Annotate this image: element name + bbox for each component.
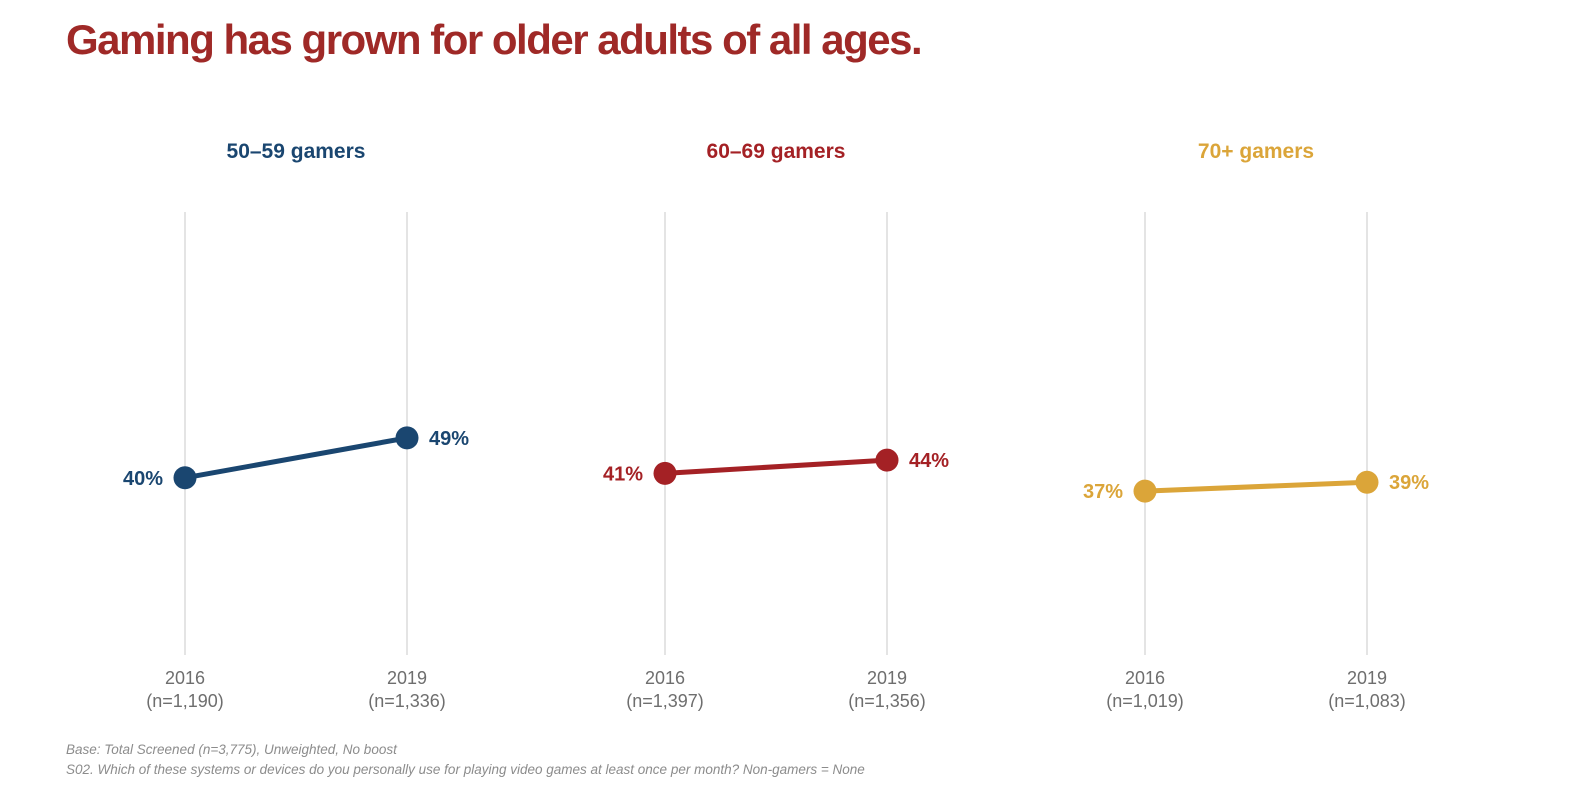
trend-line [184,435,408,481]
panel-plot: 40% 49% 2016 (n=1,190) 2019 (n=1,336) [123,212,469,711]
x-label-year-2019: 2019 [387,668,427,688]
footnote-question: S02. Which of these systems or devices d… [66,762,865,777]
x-label-year-2016: 2016 [645,668,685,688]
x-label-n-2019: (n=1,356) [848,691,926,711]
data-point-2019 [875,448,899,472]
x-label-n-2019: (n=1,336) [368,691,446,711]
panel-60-69-gamers: 60–69 gamers 41% 44% 2016 (n=1,397) 2019 (n=1,… [541,138,1011,730]
trend-line [1144,479,1368,494]
x-label-year-2019: 2019 [1347,668,1387,688]
panel-70plus-gamers: 70+ gamers 37% 39% 2016 (n=1,019) 2019 (n=1,08… [1021,138,1491,730]
x-label-year-2016: 2016 [1125,668,1165,688]
data-point-2016 [653,461,677,485]
page-title: Gaming has grown for older adults of all… [66,16,923,63]
data-point-2016 [1133,479,1157,503]
panel-plot: 41% 44% 2016 (n=1,397) 2019 (n=1,356) [603,212,949,711]
panel-title: 60–69 gamers [706,140,846,163]
value-label-2019: 39% [1389,472,1429,494]
x-label-n-2019: (n=1,083) [1328,691,1406,711]
x-label-year-2016: 2016 [165,668,205,688]
x-label-n-2016: (n=1,397) [626,691,704,711]
panel-50-59-gamers: 50–59 gamers 40% 49% 2016 (n=1,190) 2019 (n=1,… [61,138,531,730]
x-label-n-2016: (n=1,019) [1106,691,1184,711]
x-label-n-2016: (n=1,190) [146,691,224,711]
x-label-year-2019: 2019 [867,668,907,688]
value-label-2016: 37% [1083,481,1123,503]
value-label-2016: 41% [603,463,643,485]
data-point-2019 [395,426,419,450]
value-label-2019: 49% [429,428,469,450]
trend-line [664,457,888,476]
panel-title: 70+ gamers [1197,140,1315,163]
value-label-2016: 40% [123,468,163,490]
data-point-2019 [1355,470,1379,494]
value-label-2019: 44% [909,450,949,472]
panel-plot: 37% 39% 2016 (n=1,019) 2019 (n=1,083) [1083,212,1429,711]
data-point-2016 [173,466,197,490]
footnotes: Base: Total Screened (n=3,775), Unweight… [66,740,865,780]
panel-title: 50–59 gamers [226,140,366,163]
footnote-base: Base: Total Screened (n=3,775), Unweight… [66,742,397,757]
